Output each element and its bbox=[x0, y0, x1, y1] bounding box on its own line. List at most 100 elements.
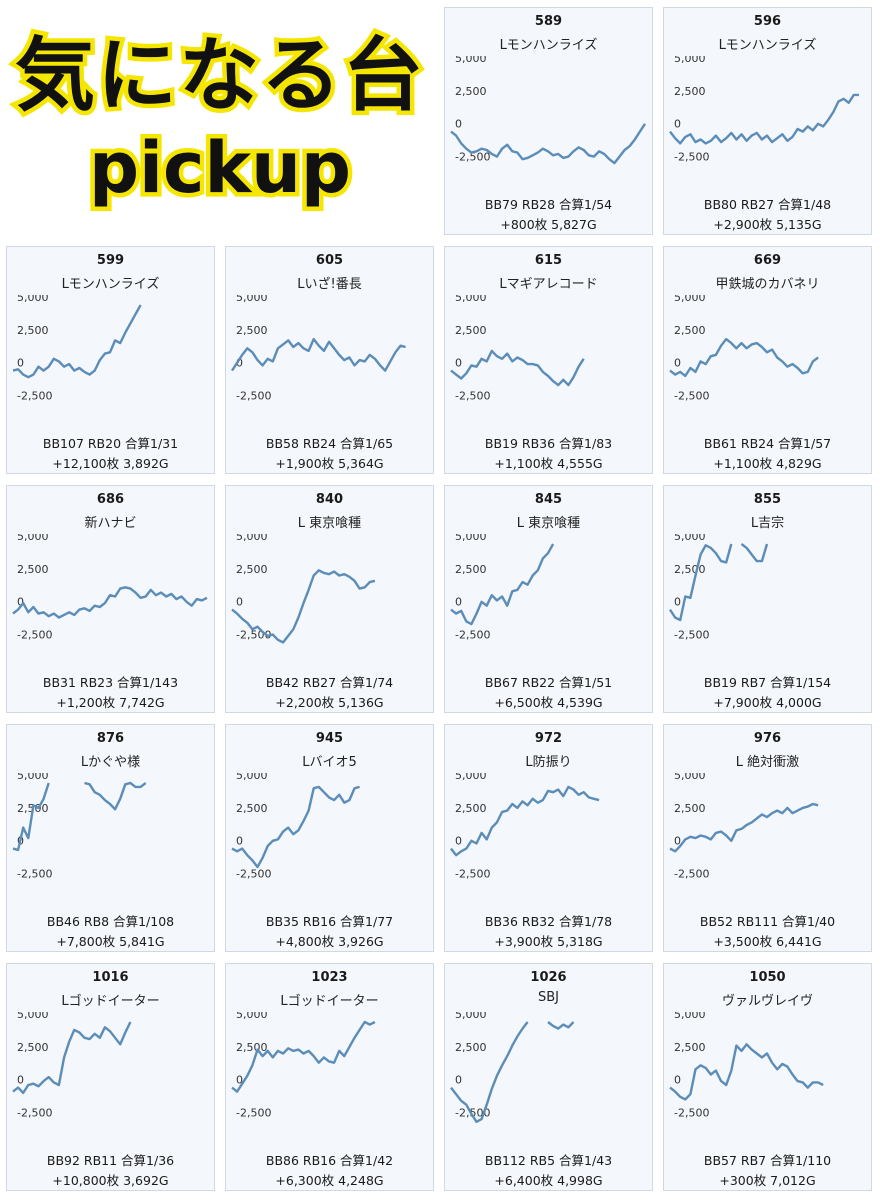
chart-card: 1050 ヴァルヴレイヴ 5,000 2,500 0 -2,500 BB57 RB7 合算1… bbox=[663, 963, 872, 1191]
bonus-stats: BB58 RB24 合算1/65 bbox=[265, 436, 394, 451]
y-tick-label: 5,000 bbox=[17, 534, 49, 543]
bonus-stats: BB19 RB7 合算1/154 bbox=[703, 675, 832, 690]
y-tick-label: 0 bbox=[674, 835, 681, 848]
y-tick-label: 5,000 bbox=[455, 1012, 487, 1021]
bonus-stats: BB107 RB20 合算1/31 bbox=[42, 436, 179, 451]
y-tick-label: 5,000 bbox=[17, 1012, 49, 1021]
series-line bbox=[12, 304, 142, 379]
y-tick-label: 2,500 bbox=[455, 85, 487, 98]
y-tick-label: 2,500 bbox=[17, 1041, 49, 1054]
y-tick-label: 0 bbox=[674, 596, 681, 609]
chart-card: 605 Lいざ!番長 5,000 2,500 0 -2,500 BB58 RB24 合算1/… bbox=[225, 246, 434, 474]
y-tick-label: 2,500 bbox=[455, 324, 487, 337]
result-summary: +4,800枚 3,926G bbox=[275, 934, 384, 949]
chart-card: 669 甲鉄城のカバネリ 5,000 2,500 0 -2,500 BB61 RB24 合算… bbox=[663, 246, 872, 474]
machine-number: 589 bbox=[534, 14, 563, 29]
chart-card: 1023 Lゴッドイーター 5,000 2,500 0 -2,500 BB86 RB16 合… bbox=[225, 963, 434, 1191]
y-tick-label: -2,500 bbox=[236, 867, 271, 880]
y-tick-label: 5,000 bbox=[674, 534, 706, 543]
y-tick-label: 0 bbox=[236, 835, 243, 848]
y-tick-label: 5,000 bbox=[674, 295, 706, 304]
y-tick-label: -2,500 bbox=[17, 628, 52, 641]
result-summary: +12,100枚 3,892G bbox=[52, 456, 169, 471]
bonus-stats: BB67 RB22 合算1/51 bbox=[484, 675, 613, 690]
result-summary: +300枚 7,012G bbox=[719, 1173, 816, 1188]
y-tick-label: -2,500 bbox=[236, 1106, 271, 1119]
y-tick-label: -2,500 bbox=[455, 150, 490, 163]
machine-number: 876 bbox=[96, 731, 125, 746]
bonus-stats: BB52 RB111 合算1/40 bbox=[699, 914, 836, 929]
bonus-stats: BB57 RB7 合算1/110 bbox=[703, 1153, 832, 1168]
result-summary: +1,100枚 4,829G bbox=[713, 456, 822, 471]
chart-card: 876 Lかぐや様 5,000 2,500 0 -2,500 BB46 RB8 合算1/10… bbox=[6, 724, 215, 952]
y-tick-label: 2,500 bbox=[17, 324, 49, 337]
series-line bbox=[450, 1021, 529, 1124]
series-line bbox=[12, 1021, 132, 1095]
machine-number: 1023 bbox=[311, 970, 348, 985]
y-tick-label: 2,500 bbox=[674, 324, 706, 337]
y-tick-label: 0 bbox=[674, 118, 681, 131]
series-line bbox=[230, 337, 406, 372]
y-tick-label: -2,500 bbox=[674, 867, 709, 880]
machine-number: 615 bbox=[534, 253, 563, 268]
series-line bbox=[668, 543, 733, 622]
y-tick-label: 2,500 bbox=[236, 802, 268, 815]
y-tick-label: 0 bbox=[455, 835, 462, 848]
y-tick-label: -2,500 bbox=[455, 867, 490, 880]
y-tick-label: 5,000 bbox=[455, 295, 487, 304]
machine-name: Lバイオ5 bbox=[302, 755, 357, 770]
series-line bbox=[669, 1043, 824, 1101]
series-line bbox=[12, 782, 50, 852]
bonus-stats: BB79 RB28 合算1/54 bbox=[484, 197, 613, 212]
y-tick-label: 5,000 bbox=[17, 295, 49, 304]
machine-name: Lモンハンライズ bbox=[718, 38, 817, 53]
y-tick-label: 5,000 bbox=[674, 773, 706, 782]
y-tick-label: 0 bbox=[17, 596, 24, 609]
bonus-stats: BB35 RB16 合算1/77 bbox=[265, 914, 394, 929]
machine-number: 599 bbox=[96, 253, 125, 268]
machine-name: L 絶対衝激 bbox=[735, 755, 800, 770]
machine-name: L防振り bbox=[525, 755, 572, 770]
y-tick-label: 2,500 bbox=[236, 563, 268, 576]
machine-name: Lマギアレコード bbox=[499, 277, 598, 292]
machine-name: L 東京喰種 bbox=[297, 516, 362, 531]
machine-name: 甲鉄城のカバネリ bbox=[715, 277, 820, 292]
y-tick-label: 5,000 bbox=[236, 1012, 268, 1021]
result-summary: +7,800枚 5,841G bbox=[56, 934, 165, 949]
y-tick-label: 2,500 bbox=[455, 563, 487, 576]
machine-number: 686 bbox=[96, 492, 125, 507]
machine-name: Lモンハンライズ bbox=[61, 277, 160, 292]
result-summary: +6,400枚 4,998G bbox=[494, 1173, 603, 1188]
bonus-stats: BB42 RB27 合算1/74 bbox=[265, 675, 394, 690]
result-summary: +800枚 5,827G bbox=[500, 217, 597, 232]
y-tick-label: 5,000 bbox=[236, 295, 268, 304]
y-tick-label: 2,500 bbox=[236, 324, 268, 337]
series-line bbox=[231, 785, 360, 869]
machine-number: 976 bbox=[753, 731, 782, 746]
bonus-stats: BB112 RB5 合算1/43 bbox=[484, 1153, 613, 1168]
title-banner: 気になる台 pickup bbox=[0, 0, 440, 238]
chart-card: 1016 Lゴッドイーター 5,000 2,500 0 -2,500 BB92 RB11 合… bbox=[6, 963, 215, 1191]
machine-number: 596 bbox=[753, 14, 782, 29]
result-summary: +7,900枚 4,000G bbox=[713, 695, 822, 710]
chart-card: 589 Lモンハンライズ 5,000 2,500 0 -2,500 BB79 RB28 合算… bbox=[444, 7, 653, 235]
bonus-stats: BB31 RB23 合算1/143 bbox=[42, 675, 179, 690]
y-tick-label: 5,000 bbox=[455, 56, 487, 65]
y-tick-label: 2,500 bbox=[674, 85, 706, 98]
y-tick-label: 5,000 bbox=[455, 534, 487, 543]
chart-card: 686 新ハナビ 5,000 2,500 0 -2,500 BB31 RB23 合算1/14… bbox=[6, 485, 215, 713]
chart-card: 599 Lモンハンライズ 5,000 2,500 0 -2,500 BB107 RB20 合… bbox=[6, 246, 215, 474]
chart-card: 840 L 東京喰種 5,000 2,500 0 -2,500 BB42 RB27 合算1/… bbox=[225, 485, 434, 713]
machine-number: 1026 bbox=[530, 970, 567, 985]
